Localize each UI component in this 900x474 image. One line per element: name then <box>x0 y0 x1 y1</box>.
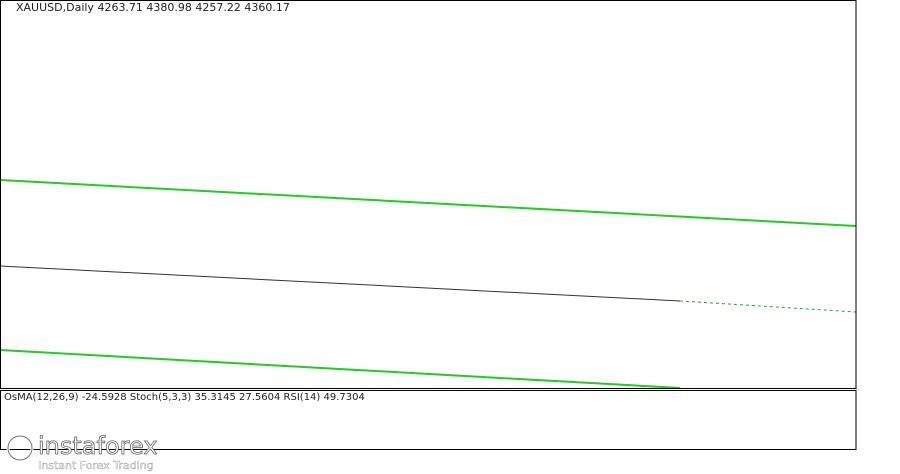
trendline <box>0 349 681 389</box>
main-frame <box>0 0 857 389</box>
trendline <box>0 179 857 227</box>
tagline: Instant Forex Trading <box>38 459 154 472</box>
watermark: instaforex Instant Forex Trading <box>6 432 158 472</box>
trendline <box>0 265 681 302</box>
logo <box>7 435 33 461</box>
chart-title: XAUUSD,Daily 4263.71 4380.98 4257.22 436… <box>16 1 290 14</box>
indicator-title: OsMA(12,26,9) -24.5928 Stoch(5,3,3) 35.3… <box>4 392 365 403</box>
indicator-frame <box>0 390 857 450</box>
trendline <box>679 300 857 313</box>
brand: instaforex <box>38 432 158 460</box>
